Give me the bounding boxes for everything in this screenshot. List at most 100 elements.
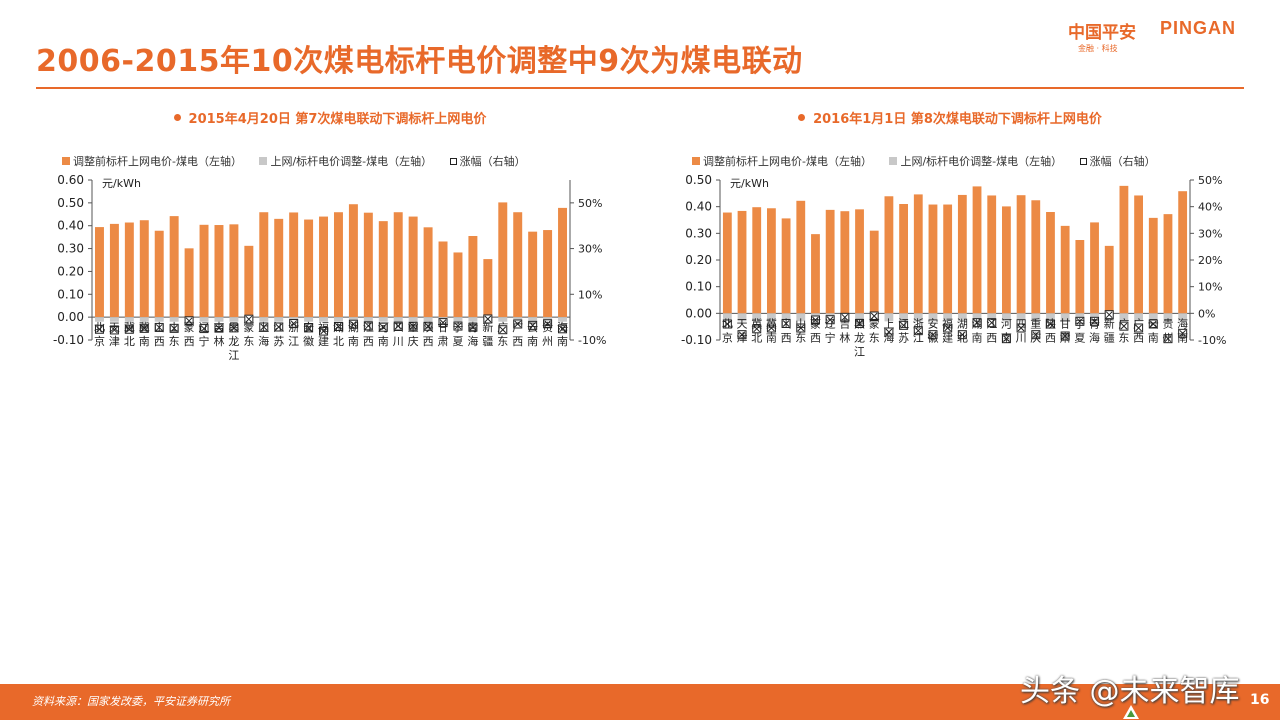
adjust-bar xyxy=(1163,313,1173,322)
adjust-bar xyxy=(796,313,806,322)
x-tick-label: 西 xyxy=(512,335,523,348)
x-tick-label: 湖 xyxy=(972,317,983,330)
rate-marker-cross xyxy=(723,320,731,328)
price-bar xyxy=(752,207,762,314)
adjust-bar xyxy=(1178,313,1188,322)
adjust-bar xyxy=(229,317,239,322)
x-tick-label: 苏 xyxy=(273,335,284,348)
x-tick-label: 西 xyxy=(154,335,165,348)
price-bar xyxy=(1075,240,1085,314)
x-tick-label: 上 xyxy=(883,317,894,330)
x-tick-label: 海 xyxy=(258,334,269,348)
x-tick-label: 东 xyxy=(243,335,254,348)
x-tick-label: 蒙 xyxy=(810,317,821,330)
price-bar xyxy=(840,211,850,314)
price-bar xyxy=(1060,225,1070,314)
rate-marker-cross xyxy=(125,325,133,333)
x-tick-label: 州 xyxy=(1162,331,1173,344)
rate-marker-cross xyxy=(1076,317,1084,325)
x-tick-label: 肃 xyxy=(438,335,449,348)
rate-marker xyxy=(154,322,164,332)
chart-legend-right: 调整前标杆上网电价-煤电（左轴） 上网/标杆电价调整-煤电（左轴） 涨幅（右轴） xyxy=(692,153,1170,169)
rate-marker xyxy=(987,318,997,328)
rate-marker-cross xyxy=(885,328,893,336)
adjust-bar xyxy=(109,317,119,322)
rate-marker xyxy=(1001,334,1011,344)
rate-marker xyxy=(913,326,923,336)
rate-marker xyxy=(304,323,314,333)
adjust-bar xyxy=(453,317,463,322)
rate-marker xyxy=(468,322,478,332)
rate-marker xyxy=(943,323,953,333)
y-tick-label: 0.50 xyxy=(57,196,84,210)
adjust-bar xyxy=(722,313,732,322)
chart-left-svg: 0.60 0.50 0.40 0.30 0.20 0.10 0.00 -0.10 50% 30% 1… xyxy=(53,173,606,362)
x-tick-label: 南 xyxy=(348,335,359,348)
adjust-bar xyxy=(333,317,343,322)
adjust-bar xyxy=(1060,313,1070,322)
rate-marker-cross xyxy=(900,321,907,329)
x-tick-label: 天 xyxy=(737,317,748,330)
x-tick-label: 宁 xyxy=(1074,316,1085,330)
rate-marker xyxy=(1060,331,1070,341)
x-tick-label: 苏 xyxy=(898,331,909,344)
legend-item-price: 调整前标杆上网电价-煤电（左轴） xyxy=(692,153,872,169)
rate-marker-cross xyxy=(1135,324,1142,332)
rate-marker-cross xyxy=(364,322,372,330)
rate-marker xyxy=(1104,310,1114,320)
chart-right-svg: 0.50 0.40 0.30 0.20 0.10 0.00 -0.10 50% 40% 30% 20… xyxy=(681,173,1226,358)
rate-marker xyxy=(766,323,776,333)
chart-legend-left: 调整前标杆上网电价-煤电（左轴） 上网/标杆电价调整-煤电（左轴） 涨幅（右轴） xyxy=(62,153,540,169)
rate-marker xyxy=(737,330,747,340)
price-bar xyxy=(1002,206,1011,314)
adjust-bar xyxy=(199,317,209,322)
x-tick-label: 贵 xyxy=(1162,317,1173,330)
rate-marker xyxy=(752,324,762,334)
x-tick-label: 江 xyxy=(288,335,299,348)
rate-marker xyxy=(899,320,909,330)
x-tick-label: 川 xyxy=(393,335,404,348)
price-bar xyxy=(1090,222,1099,314)
rate-marker-cross xyxy=(958,331,966,339)
adjust-bar xyxy=(154,317,164,322)
chart-title-left-text: 2015年4月20日 第7次煤电联动下调标杆上网电价 xyxy=(188,112,487,127)
adjust-bar xyxy=(214,317,224,322)
rate-marker xyxy=(319,326,329,336)
x-tick-label: 辽 xyxy=(199,321,210,334)
y-tick-label: 0.00 xyxy=(685,306,712,320)
x-tick-label: 海 xyxy=(557,320,568,334)
rate-marker xyxy=(722,319,732,329)
rate-marker xyxy=(528,320,538,330)
price-bar xyxy=(781,218,791,314)
price-bar xyxy=(363,212,373,318)
adjust-bar xyxy=(498,317,508,322)
legend-item-adjust: 上网/标杆电价调整-煤电（左轴） xyxy=(889,153,1062,169)
y2-tick-label: -10% xyxy=(1198,334,1226,347)
x-tick-label: 陕 xyxy=(1045,316,1056,330)
x-tick-label: 肃 xyxy=(1060,331,1071,344)
rate-marker-cross xyxy=(1017,324,1025,332)
price-bar xyxy=(1148,217,1158,314)
x-tick-label: 北 xyxy=(94,321,105,334)
legend-swatch-gray xyxy=(259,157,268,165)
x-tick-label: 安 xyxy=(927,316,938,330)
x-tick-label: 西 xyxy=(781,331,792,344)
price-bar xyxy=(214,225,224,318)
x-tick-label: 北 xyxy=(722,317,733,330)
x-tick-label: 山 xyxy=(169,321,180,334)
rate-marker-cross xyxy=(215,324,223,332)
x-tick-label: 夏 xyxy=(1074,331,1085,344)
rate-marker-cross xyxy=(155,324,163,331)
x-tick-label: 蒙 xyxy=(869,317,880,330)
rate-marker xyxy=(1119,321,1129,331)
x-tick-label: 青 xyxy=(467,321,478,334)
rate-marker-cross xyxy=(1120,322,1128,330)
x-tick-label: 西 xyxy=(1045,331,1056,344)
adjust-bar xyxy=(767,313,776,322)
price-bar xyxy=(1119,185,1129,314)
rate-marker xyxy=(1075,316,1085,326)
rate-marker xyxy=(289,319,299,329)
x-tick-label: 新 xyxy=(482,320,493,334)
rate-marker-cross xyxy=(768,324,775,332)
price-bar xyxy=(1134,195,1143,314)
